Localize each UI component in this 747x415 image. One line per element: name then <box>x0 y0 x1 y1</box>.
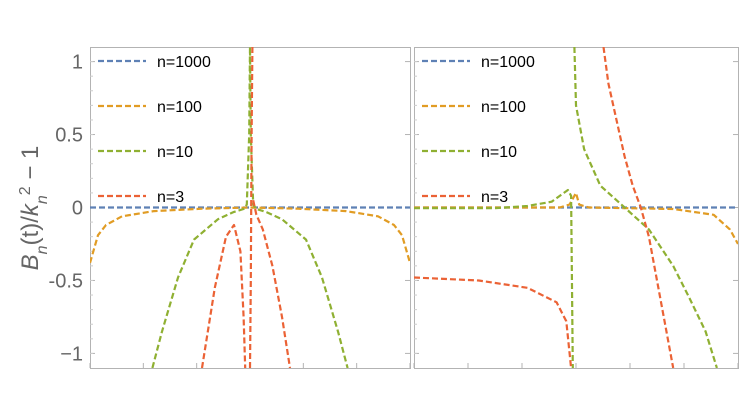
y-tick-label-2: 0 <box>72 198 83 220</box>
series-n-10-left-2 <box>151 47 349 368</box>
series-n-3-left-5 <box>252 199 292 368</box>
y-tick-label-3: -0.5 <box>49 270 83 292</box>
series-n-3-right-4 <box>414 276 573 368</box>
y-tick-label-4: −1 <box>60 343 83 365</box>
legend-label-right-0: n=1000 <box>481 54 535 71</box>
legend-label-left-2: n=10 <box>157 144 193 161</box>
y-axis-ticks: 1 0.5 0 -0.5 −1 <box>49 52 83 366</box>
series-n-100-right-1 <box>414 191 738 245</box>
y-axis-label: Bn(t)/kn2 − 1 <box>17 146 51 271</box>
legend-label-right-3: n=3 <box>481 189 508 206</box>
series-n-10-right-3 <box>573 47 718 368</box>
y-tick-label-1: 0.5 <box>55 125 83 147</box>
panel-left: n=1000 n=100 n=10 n=3 <box>89 47 411 369</box>
legend-label-right-1: n=100 <box>481 99 526 116</box>
series-n-3-right-5 <box>602 47 675 368</box>
series-n-3-left-3 <box>200 223 247 368</box>
svg-text:Bn(t)/kn2 − 1: Bn(t)/kn2 − 1 <box>17 146 51 271</box>
y-tick-label-0: 1 <box>72 52 83 74</box>
legend-label-right-2: n=10 <box>481 144 517 161</box>
panel-right: n=1000 n=100 n=10 n=3 <box>413 47 739 369</box>
legend-label-left-1: n=100 <box>157 99 202 116</box>
series-n-100-left-1 <box>90 206 410 264</box>
legend-label-left-0: n=1000 <box>157 54 211 71</box>
series-n-10-right-2 <box>414 188 574 368</box>
legend-label-left-3: n=3 <box>157 189 184 206</box>
